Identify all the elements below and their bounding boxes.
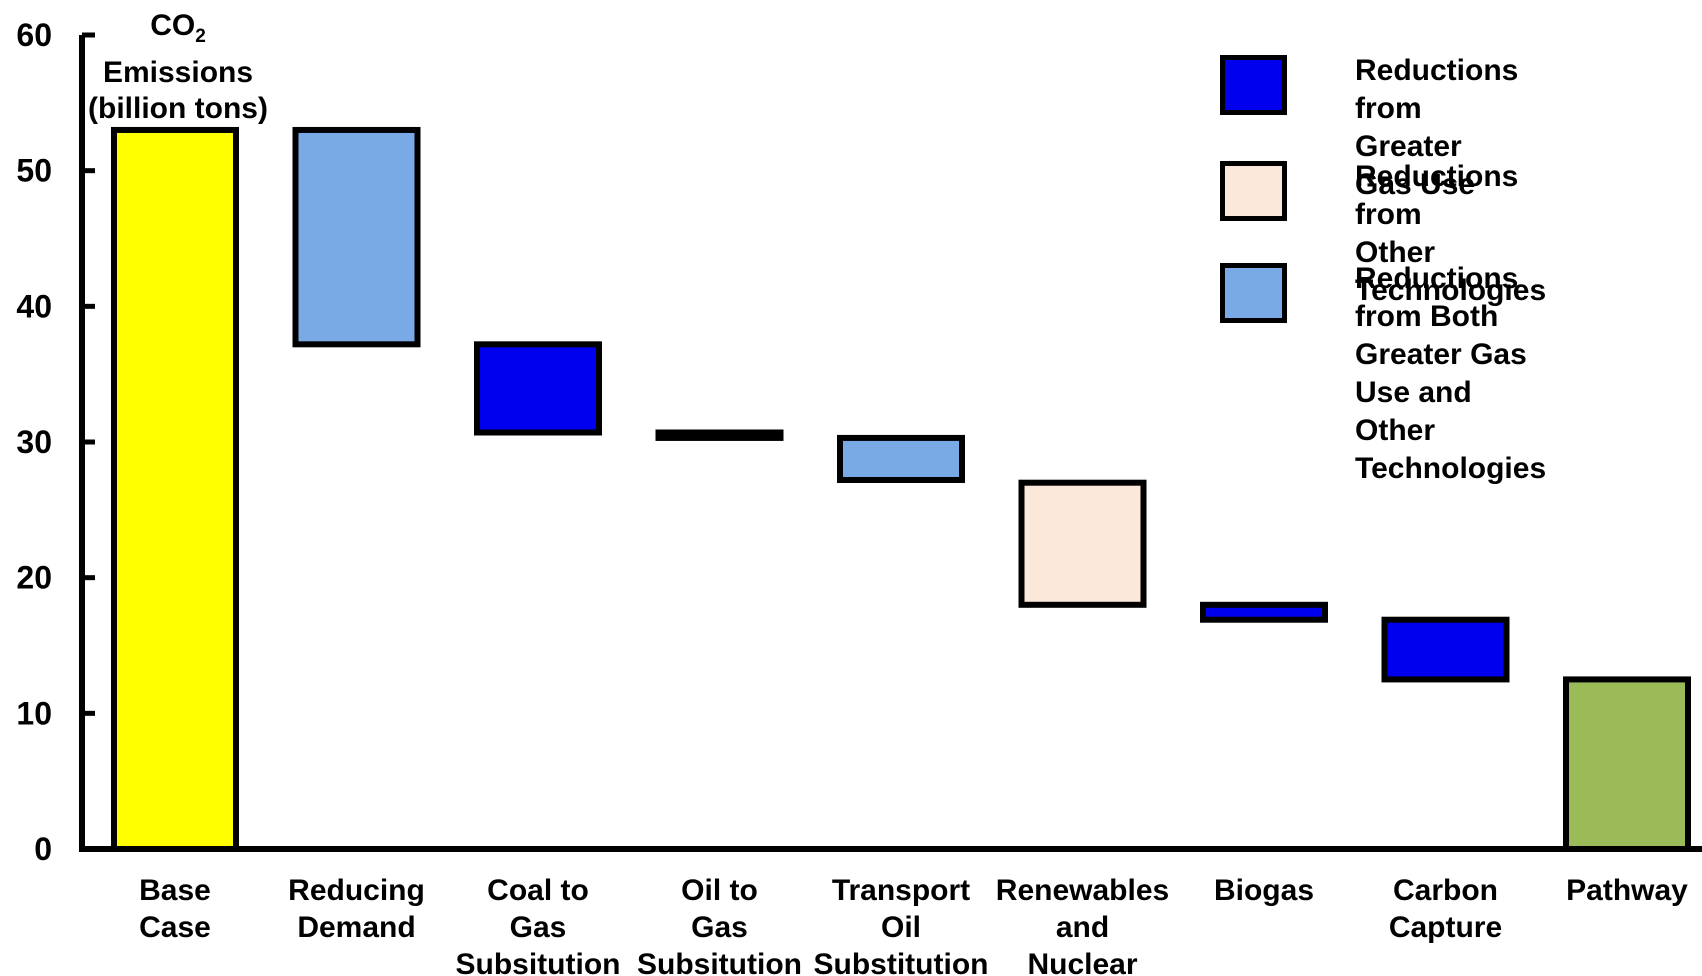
legend-label: Reductions from Greater Gas Use xyxy=(1355,54,1519,201)
bar-5 xyxy=(1018,479,1147,608)
bar-8 xyxy=(1563,676,1691,853)
bar-1 xyxy=(292,126,421,348)
x-tick-label: Coal to Gas Subsitution xyxy=(456,874,621,976)
legend-swatch xyxy=(1220,55,1287,115)
legend-swatch xyxy=(1220,263,1287,323)
y-tick-label: 60 xyxy=(16,17,52,53)
legend-swatch xyxy=(1220,161,1287,221)
x-tick-label: Base Case xyxy=(139,874,211,944)
y-axis-label: CO2 Emissions (billion tons) xyxy=(83,8,273,127)
y-tick-label: 0 xyxy=(34,831,52,867)
x-tick-label: Carbon Capture xyxy=(1389,874,1502,944)
y-tick-label: 10 xyxy=(16,695,52,731)
legend-label: Reductions from Other Technologies xyxy=(1355,160,1547,307)
x-tick-label: Transport Oil Substitution xyxy=(814,874,989,976)
y-tick-label: 40 xyxy=(16,288,52,324)
y-tick-label: 30 xyxy=(16,424,52,460)
bar-6 xyxy=(1200,601,1328,623)
bar-7 xyxy=(1381,616,1510,683)
x-tick-label: Biogas xyxy=(1214,874,1314,907)
x-labels-group: Base Case Reducing Demand Coal to Gas Subsitut… xyxy=(139,874,1688,976)
x-tick-label: Pathway xyxy=(1566,874,1688,907)
y-ticks-group: 0 10 20 30 40 50 60 xyxy=(16,17,95,867)
y-axis-label-subscript: 2 xyxy=(195,26,206,47)
x-tick-label: Oil to Gas Subsitution xyxy=(637,874,802,976)
bar-0 xyxy=(111,126,239,852)
x-tick-label: Renewables and Nuclear xyxy=(996,874,1169,976)
y-axis-label-rest: Emissions (billion tons) xyxy=(88,56,268,125)
legend-label: Reductions from Both Greater Gas Use and… xyxy=(1355,262,1547,485)
bars-group xyxy=(111,126,1691,853)
bar-4 xyxy=(837,434,965,483)
y-tick-label: 50 xyxy=(16,153,52,189)
bar-2 xyxy=(474,341,602,436)
x-tick-label: Reducing Demand xyxy=(288,874,425,944)
y-tick-label: 20 xyxy=(16,560,52,596)
y-axis-label-co: CO xyxy=(150,9,196,42)
bar-3 xyxy=(655,429,784,441)
